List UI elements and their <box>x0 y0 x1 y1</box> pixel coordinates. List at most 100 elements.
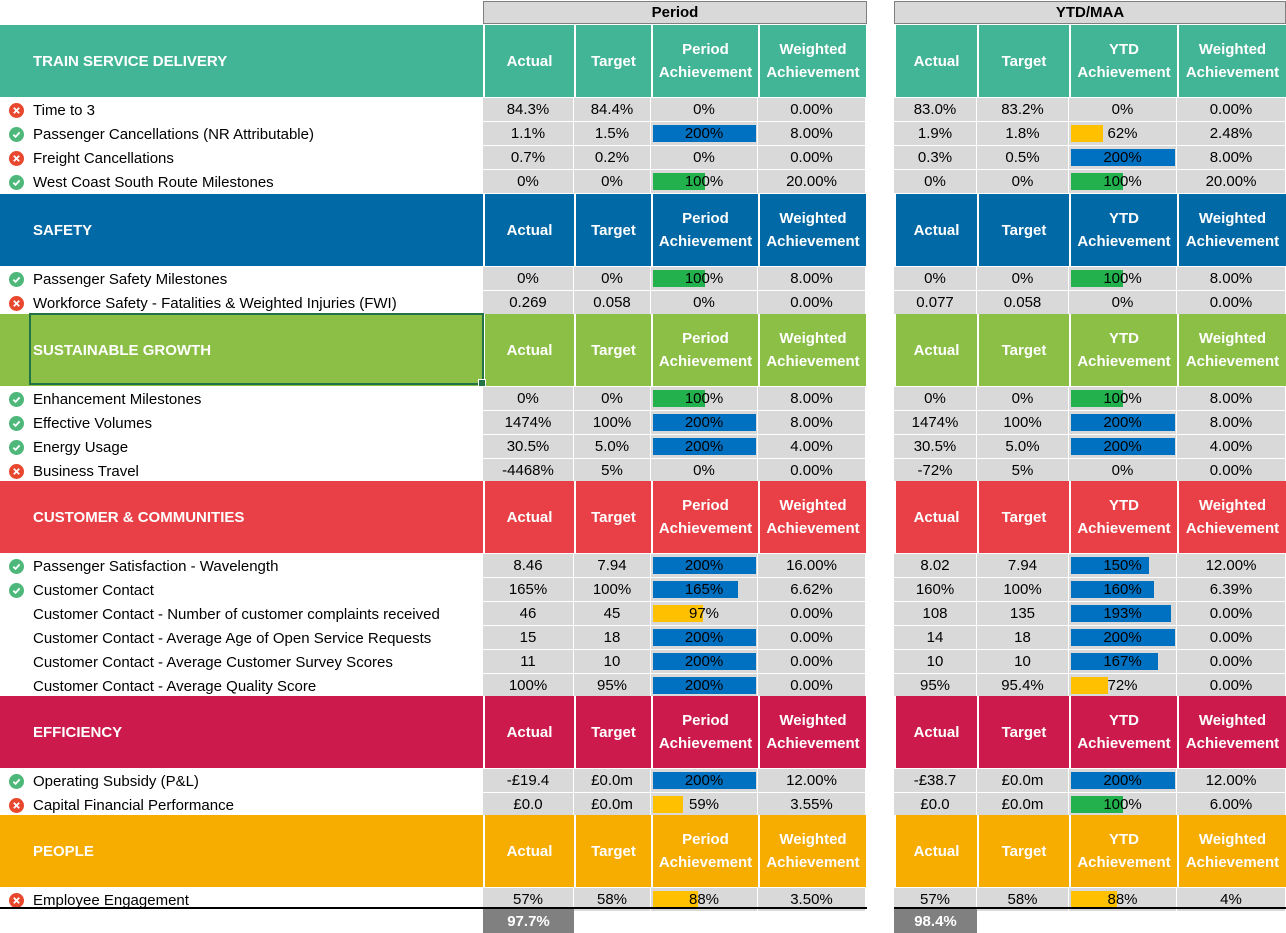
weighted-achievement-header[interactable]: Weighted Achievement <box>758 314 866 386</box>
metric-row-label[interactable]: Passenger Safety Milestones <box>0 267 483 291</box>
cell-y-actual[interactable]: 0% <box>894 267 977 291</box>
cell-y-actual[interactable]: 1474% <box>894 411 977 435</box>
period-achievement-header[interactable]: Period Achievement <box>651 481 758 553</box>
metric-row-label[interactable]: Passenger Cancellations (NR Attributable… <box>0 122 483 146</box>
cell-y-weighted[interactable]: 8.00% <box>1177 267 1286 291</box>
cell-p-weighted[interactable]: 3.55% <box>758 793 866 817</box>
cell-y-weighted[interactable]: 12.00% <box>1177 554 1286 578</box>
ytd-target-header[interactable]: Target <box>977 194 1069 266</box>
ytd-weighted-achievement-header[interactable]: Weighted Achievement <box>1177 194 1286 266</box>
weighted-achievement-header[interactable]: Weighted Achievement <box>758 481 866 553</box>
cell-p-target[interactable]: 10 <box>574 650 651 674</box>
cell-p-weighted[interactable]: 8.00% <box>758 122 866 146</box>
period-achievement-cell[interactable]: 165% <box>651 578 758 602</box>
metric-row-label[interactable]: Customer Contact - Number of customer co… <box>0 602 483 626</box>
cell-p-weighted[interactable]: 4.00% <box>758 435 866 459</box>
ytd-group-header[interactable]: YTD/MAA <box>894 1 1286 24</box>
cell-y-actual[interactable]: 14 <box>894 626 977 650</box>
cell-y-target[interactable]: 5.0% <box>977 435 1069 459</box>
period-achievement-header[interactable]: Period Achievement <box>651 194 758 266</box>
ytd-achievement-cell[interactable]: 100% <box>1069 170 1177 194</box>
metric-row-label[interactable]: Operating Subsidy (P&L) <box>0 769 483 793</box>
actual-header[interactable]: Actual <box>483 314 574 386</box>
cell-p-actual[interactable]: 46 <box>483 602 574 626</box>
cell-y-target[interactable]: 100% <box>977 578 1069 602</box>
metric-row-label[interactable]: Employee Engagement <box>0 888 483 912</box>
period-achievement-cell[interactable]: 100% <box>651 387 758 411</box>
cell-y-weighted[interactable]: 8.00% <box>1177 411 1286 435</box>
ytd-target-header[interactable]: Target <box>977 696 1069 768</box>
ytd-achievement-cell[interactable]: 193% <box>1069 602 1177 626</box>
period-achievement-header[interactable]: Period Achievement <box>651 815 758 887</box>
cell-y-weighted[interactable]: 12.00% <box>1177 769 1286 793</box>
cell-p-actual[interactable]: 8.46 <box>483 554 574 578</box>
cell-p-actual[interactable]: 0% <box>483 267 574 291</box>
cell-p-weighted[interactable]: 0.00% <box>758 459 866 483</box>
cell-y-target[interactable]: 100% <box>977 411 1069 435</box>
target-header[interactable]: Target <box>574 696 651 768</box>
cell-y-weighted[interactable]: 6.00% <box>1177 793 1286 817</box>
cell-y-weighted[interactable]: 0.00% <box>1177 626 1286 650</box>
cell-p-actual[interactable]: -4468% <box>483 459 574 483</box>
cell-y-weighted[interactable]: 0.00% <box>1177 459 1286 483</box>
actual-header[interactable]: Actual <box>483 815 574 887</box>
period-achievement-cell[interactable]: 100% <box>651 170 758 194</box>
weighted-achievement-header[interactable]: Weighted Achievement <box>758 25 866 97</box>
period-achievement-header[interactable]: Period Achievement <box>651 314 758 386</box>
period-achievement-cell[interactable]: 200% <box>651 769 758 793</box>
section-header-people[interactable]: PEOPLE <box>0 815 483 887</box>
cell-y-actual[interactable]: -72% <box>894 459 977 483</box>
ytd-achievement-cell[interactable]: 0% <box>1069 98 1177 122</box>
ytd-achievement-cell[interactable]: 200% <box>1069 411 1177 435</box>
metric-row-label[interactable]: Customer Contact - Average Quality Score <box>0 674 483 698</box>
ytd-achievement-cell[interactable]: 200% <box>1069 146 1177 170</box>
cell-p-target[interactable]: 5.0% <box>574 435 651 459</box>
cell-p-target[interactable]: 5% <box>574 459 651 483</box>
actual-header[interactable]: Actual <box>483 696 574 768</box>
period-achievement-cell[interactable]: 59% <box>651 793 758 817</box>
cell-p-target[interactable]: 7.94 <box>574 554 651 578</box>
cell-p-actual[interactable]: £0.0 <box>483 793 574 817</box>
weighted-achievement-header[interactable]: Weighted Achievement <box>758 815 866 887</box>
cell-p-actual[interactable]: 0.269 <box>483 291 574 315</box>
cell-p-target[interactable]: 100% <box>574 578 651 602</box>
period-achievement-cell[interactable]: 200% <box>651 554 758 578</box>
ytd-achievement-cell[interactable]: 62% <box>1069 122 1177 146</box>
period-group-header[interactable]: Period <box>483 1 867 24</box>
target-header[interactable]: Target <box>574 194 651 266</box>
period-achievement-cell[interactable]: 200% <box>651 626 758 650</box>
cell-y-target[interactable]: 1.8% <box>977 122 1069 146</box>
cell-p-target[interactable]: 95% <box>574 674 651 698</box>
cell-p-weighted[interactable]: 8.00% <box>758 387 866 411</box>
ytd-target-header[interactable]: Target <box>977 314 1069 386</box>
cell-p-weighted[interactable]: 0.00% <box>758 650 866 674</box>
cell-y-actual[interactable]: £0.0 <box>894 793 977 817</box>
ytd-achievement-header[interactable]: YTD Achievement <box>1069 696 1177 768</box>
cell-y-weighted[interactable]: 8.00% <box>1177 146 1286 170</box>
cell-p-actual[interactable]: 0% <box>483 387 574 411</box>
cell-p-weighted[interactable]: 16.00% <box>758 554 866 578</box>
cell-p-actual[interactable]: 100% <box>483 674 574 698</box>
target-header[interactable]: Target <box>574 481 651 553</box>
ytd-weighted-achievement-header[interactable]: Weighted Achievement <box>1177 815 1286 887</box>
metric-row-label[interactable]: Passenger Satisfaction - Wavelength <box>0 554 483 578</box>
cell-y-actual[interactable]: 0% <box>894 387 977 411</box>
section-header-growth[interactable]: SUSTAINABLE GROWTH <box>0 314 483 386</box>
cell-y-target[interactable]: 18 <box>977 626 1069 650</box>
ytd-actual-header[interactable]: Actual <box>894 696 977 768</box>
ytd-weighted-achievement-header[interactable]: Weighted Achievement <box>1177 314 1286 386</box>
ytd-actual-header[interactable]: Actual <box>894 815 977 887</box>
cell-y-weighted[interactable]: 8.00% <box>1177 387 1286 411</box>
period-achievement-cell[interactable]: 200% <box>651 122 758 146</box>
ytd-achievement-cell[interactable]: 160% <box>1069 578 1177 602</box>
section-header-customer[interactable]: CUSTOMER & COMMUNITIES <box>0 481 483 553</box>
ytd-achievement-cell[interactable]: 200% <box>1069 435 1177 459</box>
cell-y-target[interactable]: 0.058 <box>977 291 1069 315</box>
ytd-actual-header[interactable]: Actual <box>894 481 977 553</box>
ytd-achievement-cell[interactable]: 150% <box>1069 554 1177 578</box>
period-achievement-cell[interactable]: 0% <box>651 459 758 483</box>
cell-p-actual[interactable]: 165% <box>483 578 574 602</box>
ytd-weighted-achievement-header[interactable]: Weighted Achievement <box>1177 25 1286 97</box>
cell-p-target[interactable]: 84.4% <box>574 98 651 122</box>
ytd-total[interactable]: 98.4% <box>894 909 977 933</box>
